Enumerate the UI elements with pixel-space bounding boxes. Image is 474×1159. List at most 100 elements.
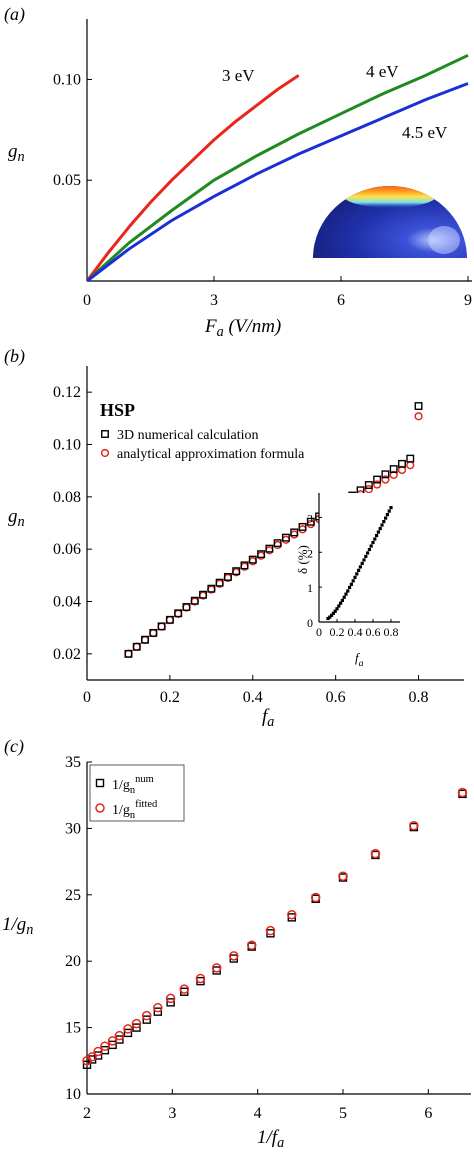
data-point-square xyxy=(132,1023,141,1032)
data-point-square xyxy=(232,567,241,576)
x-tick-label: 0.2 xyxy=(160,689,180,706)
data-point-square xyxy=(174,609,183,618)
data-point-circle xyxy=(93,1046,103,1057)
data-point-circle xyxy=(124,649,133,658)
data-point-square xyxy=(381,470,390,479)
panel-a-axes: 0 3 6 9 0.05 0.10 Fa​ (V/nm) gn​ xyxy=(8,19,472,340)
data-point-circle xyxy=(414,412,423,421)
inset-data-point xyxy=(375,533,379,538)
label-sub: n xyxy=(130,785,136,796)
label-part: g xyxy=(8,141,18,162)
data-point-square xyxy=(123,1028,133,1038)
data-point-circle xyxy=(370,848,381,859)
label-sub: a xyxy=(359,658,364,669)
panel-c-legend: 1/gn​num​ 1/gn​fitted​ xyxy=(89,764,185,822)
data-point-circle xyxy=(273,540,282,550)
panel-c-series xyxy=(82,787,468,1069)
data-point-square xyxy=(248,555,257,564)
x-tick-label: 3 xyxy=(210,292,218,309)
data-point-square xyxy=(298,522,307,531)
data-point-circle xyxy=(100,448,110,458)
x-tick-label: 5 xyxy=(339,1105,347,1122)
data-point-circle xyxy=(338,871,348,881)
label-sub: n xyxy=(18,514,25,530)
inset-data-point xyxy=(384,516,388,520)
data-point-square xyxy=(281,533,290,542)
data-point-square xyxy=(93,1051,103,1060)
data-point-square xyxy=(190,596,199,605)
inset-data-point xyxy=(367,547,371,552)
legend-entry-label: 1/gn​num​ xyxy=(112,774,154,796)
inset-data-point xyxy=(378,526,382,531)
data-point-circle xyxy=(87,1052,97,1062)
data-point-circle xyxy=(179,984,190,994)
data-point-square xyxy=(373,475,382,484)
inset-data-point xyxy=(387,509,391,513)
inset-data-point xyxy=(340,598,344,602)
y-tick-label: 0.10 xyxy=(53,71,81,88)
inset-data-point xyxy=(373,537,377,541)
data-point-circle xyxy=(211,963,222,973)
label-part: 1/g xyxy=(112,803,130,818)
label-part: 1/f xyxy=(257,1127,280,1148)
y-axis-label: gn​ xyxy=(8,141,25,165)
y-tick-label: 0.10 xyxy=(53,437,81,454)
data-point-square xyxy=(82,1060,92,1069)
data-point-square xyxy=(101,430,109,438)
inset-data-point xyxy=(335,607,339,611)
y-tick-label: 0.12 xyxy=(53,384,81,401)
data-point-circle xyxy=(287,909,297,920)
label-sub: a xyxy=(277,1135,284,1151)
panel-a-chart: (a) 0 3 6 9 0.05 0.10 Fa​ (V/nm) gn​ 3 eV 4 eV 4.… xyxy=(4,4,472,340)
data-point-square xyxy=(265,544,274,553)
label-part: f xyxy=(355,650,361,665)
y-axis-label: 1/gn​ xyxy=(2,914,33,938)
data-point-circle xyxy=(457,787,468,798)
data-point-circle xyxy=(246,940,257,951)
y-tick-label: 10 xyxy=(65,1086,81,1103)
y-tick-label: 0.04 xyxy=(53,594,81,611)
x-tick-label: 9 xyxy=(464,292,472,309)
inset-data-point xyxy=(357,568,361,572)
label-sub: n xyxy=(18,149,25,165)
label-part: g xyxy=(8,506,18,527)
inset-data-point xyxy=(333,609,337,613)
data-point-square xyxy=(182,603,191,611)
inset-data-point xyxy=(360,561,364,566)
data-point-circle xyxy=(290,530,299,539)
x-tick-label: 0.8 xyxy=(409,689,429,706)
data-point-circle xyxy=(107,1036,118,1046)
panel-c-label: (c) xyxy=(4,736,24,757)
data-point-square xyxy=(132,642,141,651)
inset-data-point xyxy=(326,616,330,621)
inset-data-point xyxy=(371,540,375,545)
inset-data-point xyxy=(328,615,332,619)
data-point-circle xyxy=(381,475,390,484)
data-point-circle xyxy=(100,1041,110,1051)
inset-data-point xyxy=(382,519,386,524)
legend-entry-label: analytical approximation formula xyxy=(117,447,305,462)
panel-b-label: (b) xyxy=(4,346,25,367)
panel-a-series xyxy=(85,53,469,283)
y-tick-label: 0.08 xyxy=(53,489,81,506)
x-tick-label: 0 xyxy=(83,292,91,309)
label-sub: a xyxy=(217,324,224,340)
inset-data-point xyxy=(348,585,352,590)
label-part: 1/g xyxy=(2,914,26,935)
data-point-square xyxy=(166,998,175,1007)
data-point-circle xyxy=(298,525,307,534)
legend-title: HSP xyxy=(100,400,135,420)
data-point-circle xyxy=(389,470,398,480)
label-sub: n xyxy=(26,922,33,938)
panel-a-curve-labels: 3 eV 4 eV 4.5 eV xyxy=(222,62,448,142)
data-point-square xyxy=(165,615,174,624)
y-tick-label: 30 xyxy=(65,820,81,837)
x-tick-label: 0.6 xyxy=(326,689,346,706)
data-point-circle xyxy=(123,1024,133,1034)
inset-data-point xyxy=(339,601,343,605)
label-sub: a xyxy=(267,714,274,730)
inset-data-point xyxy=(337,604,341,608)
series-line-4.5-ev xyxy=(86,82,469,283)
data-point-square xyxy=(141,635,149,644)
x-tick-label: 6 xyxy=(337,292,345,309)
